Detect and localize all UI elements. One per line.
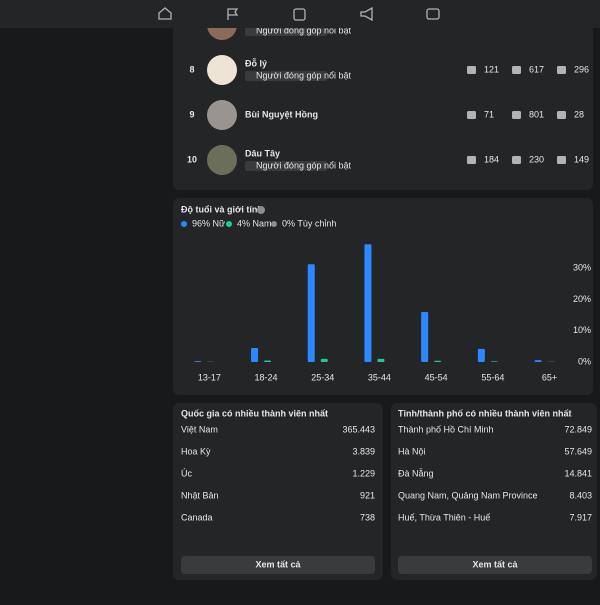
reactions-count: 28: [574, 109, 584, 119]
row-label: Hà Nội: [398, 446, 426, 456]
rank: 10: [187, 154, 197, 164]
reactions-count: 149: [574, 154, 589, 164]
comments-count: 230: [529, 154, 544, 164]
avatar[interactable]: [207, 55, 237, 85]
bar: [264, 360, 271, 362]
row-value: 738: [360, 512, 375, 522]
bar: [251, 348, 258, 362]
y-tick-label: 30%: [573, 263, 591, 273]
x-tick-label: 45-54: [425, 372, 448, 382]
row-label: Hoa Kỳ: [181, 446, 211, 456]
row-value: 57.649: [564, 446, 592, 456]
row-value: 1.229: [352, 468, 375, 478]
info-icon[interactable]: [257, 206, 265, 214]
see-all-label[interactable]: Xem tất cả: [255, 559, 301, 569]
bar: [491, 361, 498, 362]
comments-count: 801: [529, 109, 544, 119]
member-name[interactable]: Bùi Nguyệt Hồng: [245, 109, 318, 119]
bar: [535, 360, 542, 362]
x-tick-label: 65+: [542, 372, 557, 382]
row-value: 72.849: [564, 424, 592, 434]
x-tick-label: 55-64: [481, 372, 504, 382]
avatar[interactable]: [207, 145, 237, 175]
row-value: 3.839: [352, 446, 375, 456]
row-label: Quang Nam, Quảng Nam Province: [398, 490, 538, 500]
x-tick-label: 35-44: [368, 372, 391, 382]
row-value: 7.917: [569, 512, 592, 522]
table-title: Quốc gia có nhiều thành viên nhất: [181, 408, 328, 418]
comments-count: 617: [529, 64, 544, 74]
y-tick-label: 20%: [573, 294, 591, 304]
row-value: 921: [360, 490, 375, 500]
badge: Người đóng góp nổi bật: [256, 160, 351, 170]
table-title: Tỉnh/thành phố có nhiều thành viên nhất: [398, 408, 572, 418]
avatar[interactable]: [207, 100, 237, 130]
posts-icon: [467, 111, 476, 119]
row-label: Việt Nam: [181, 424, 218, 434]
row-label: Huế, Thừa Thiên - Huế: [398, 512, 490, 522]
member-name[interactable]: Đỗ lý: [245, 58, 267, 68]
posts-count: 71: [484, 109, 494, 119]
comments-icon: [512, 66, 521, 74]
chart-card: [173, 198, 593, 395]
rank: 9: [189, 109, 194, 119]
row-value: 14.841: [564, 468, 592, 478]
legend-swatch: [181, 221, 187, 227]
row-value: 8.403: [569, 490, 592, 500]
bar: [421, 312, 428, 362]
row-label: Úc: [181, 468, 192, 478]
reactions-icon: [557, 156, 566, 164]
row-label: Nhật Bản: [181, 490, 219, 500]
bar: [478, 349, 485, 362]
bar: [321, 359, 328, 362]
row-label: Thành phố Hồ Chí Minh: [398, 424, 494, 434]
badge: Người đóng góp nổi bật: [256, 70, 351, 80]
comments-icon: [512, 111, 521, 119]
x-tick-label: 25-34: [311, 372, 334, 382]
bar: [434, 361, 441, 362]
comments-icon: [512, 156, 521, 164]
legend-swatch: [226, 221, 232, 227]
row-label: Canada: [181, 512, 213, 522]
legend-label: 96% Nữ: [192, 218, 225, 228]
row-value: 365.443: [342, 424, 375, 434]
legend-label: 0% Tùy chỉnh: [282, 218, 336, 228]
legend-swatch: [271, 221, 277, 227]
chart-title: Độ tuổi và giới tính: [181, 204, 263, 214]
posts-icon: [467, 66, 476, 74]
bar: [377, 359, 384, 362]
posts-count: 184: [484, 154, 499, 164]
bar: [308, 264, 315, 362]
member-name[interactable]: Dâu Tây: [245, 148, 280, 158]
x-tick-label: 13-17: [198, 372, 221, 382]
reactions-count: 296: [574, 64, 589, 74]
y-tick-label: 0%: [578, 356, 591, 366]
y-tick-label: 10%: [573, 325, 591, 335]
posts-count: 121: [484, 64, 499, 74]
rank: 8: [189, 64, 194, 74]
x-tick-label: 18-24: [255, 372, 278, 382]
bar: [364, 244, 371, 362]
legend-label: 4% Nam: [237, 218, 272, 228]
posts-icon: [467, 156, 476, 164]
row-label: Đà Nẵng: [398, 468, 434, 478]
reactions-icon: [557, 111, 566, 119]
top-bar: [0, 0, 600, 28]
bar: [194, 361, 201, 362]
reactions-icon: [557, 66, 566, 74]
see-all-label[interactable]: Xem tất cả: [472, 559, 518, 569]
